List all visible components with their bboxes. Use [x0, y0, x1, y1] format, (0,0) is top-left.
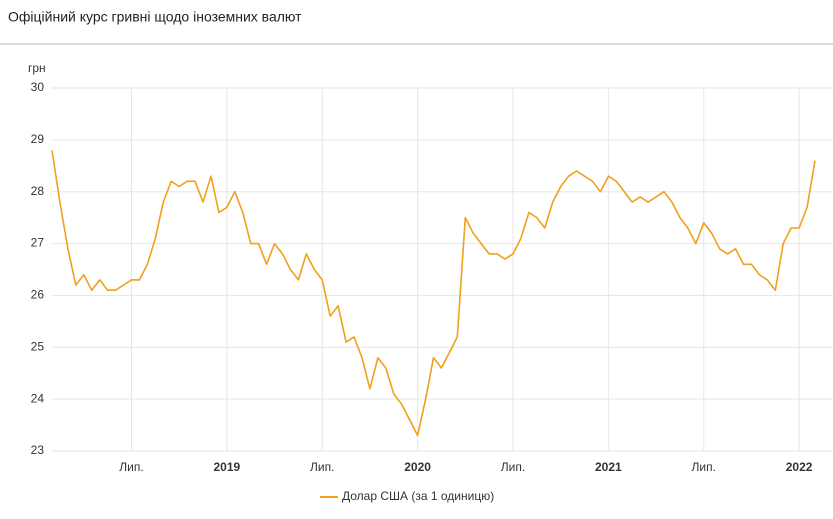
y-tick-label: 23 — [31, 443, 45, 457]
x-tick-label: Лип. — [310, 460, 334, 474]
y-tick-label: 28 — [31, 184, 45, 198]
y-tick-label: 27 — [31, 236, 45, 250]
x-tick-label: 2020 — [404, 460, 431, 474]
series-line — [51, 150, 816, 437]
y-tick-label: 30 — [31, 80, 45, 94]
y-tick-label: 26 — [31, 288, 45, 302]
y-tick-label: 29 — [31, 132, 45, 146]
chart-title: Офіційний курс гривні щодо іноземних вал… — [8, 9, 302, 25]
y-tick-label: 25 — [31, 339, 45, 353]
legend-label: Долар США (за 1 одиницю) — [342, 489, 494, 503]
x-tick-label: Лип. — [501, 460, 525, 474]
x-tick-label: Лип. — [119, 460, 143, 474]
x-tick-label: 2022 — [786, 460, 813, 474]
y-tick-label: 24 — [31, 391, 45, 405]
x-tick-label: 2021 — [595, 460, 622, 474]
y-axis-label: грн — [28, 61, 46, 75]
x-tick-label: 2019 — [214, 460, 241, 474]
x-tick-label: Лип. — [692, 460, 716, 474]
